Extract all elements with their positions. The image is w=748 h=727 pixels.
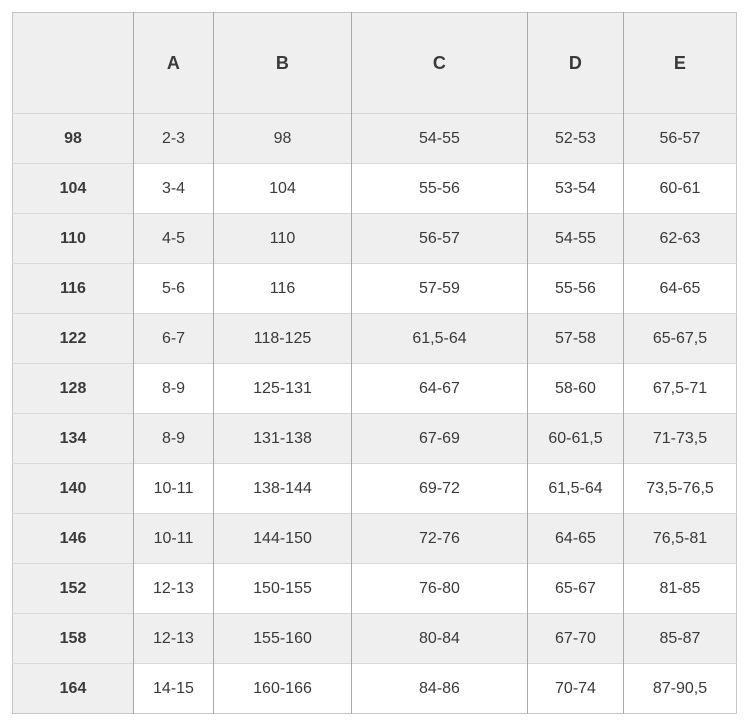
cell: 76-80 [351,563,528,614]
cell: 150-155 [213,563,352,614]
cell: 131-138 [213,413,352,464]
header-row: A B C D E [12,12,737,114]
cell: 4-5 [133,213,214,264]
cell: 54-55 [351,113,528,164]
row-label: 116 [12,263,134,314]
header-cell-d: D [527,12,624,114]
row-label: 122 [12,313,134,364]
cell: 55-56 [527,263,624,314]
cell: 3-4 [133,163,214,214]
cell: 62-63 [623,213,737,264]
cell: 2-3 [133,113,214,164]
cell: 60-61 [623,163,737,214]
cell: 87-90,5 [623,663,737,714]
cell: 64-65 [527,513,624,564]
table-row: 158 12-13 155-160 80-84 67-70 85-87 [12,613,737,664]
cell: 60-61,5 [527,413,624,464]
row-label: 104 [12,163,134,214]
row-label: 152 [12,563,134,614]
header-cell-blank [12,12,134,114]
table-row: 128 8-9 125-131 64-67 58-60 67,5-71 [12,363,737,414]
row-label: 140 [12,463,134,514]
cell: 98 [213,113,352,164]
table-row: 122 6-7 118-125 61,5-64 57-58 65-67,5 [12,313,737,364]
cell: 125-131 [213,363,352,414]
cell: 81-85 [623,563,737,614]
cell: 8-9 [133,363,214,414]
cell: 67,5-71 [623,363,737,414]
cell: 55-56 [351,163,528,214]
cell: 71-73,5 [623,413,737,464]
table-row: 104 3-4 104 55-56 53-54 60-61 [12,163,737,214]
cell: 73,5-76,5 [623,463,737,514]
table-row: 152 12-13 150-155 76-80 65-67 81-85 [12,563,737,614]
cell: 67-70 [527,613,624,664]
cell: 116 [213,263,352,314]
row-label: 98 [12,113,134,164]
cell: 144-150 [213,513,352,564]
header-cell-c: C [351,12,528,114]
cell: 64-65 [623,263,737,314]
cell: 52-53 [527,113,624,164]
cell: 12-13 [133,613,214,664]
cell: 5-6 [133,263,214,314]
cell: 104 [213,163,352,214]
table-row: 140 10-11 138-144 69-72 61,5-64 73,5-76,5 [12,463,737,514]
cell: 12-13 [133,563,214,614]
cell: 14-15 [133,663,214,714]
cell: 72-76 [351,513,528,564]
table-body: 98 2-3 98 54-55 52-53 56-57 104 3-4 104 55-56 53-5… [12,113,737,714]
size-chart: A B C D E 98 2-3 98 54-55 52-53 56-57 104 3-4 10… [12,12,737,714]
cell: 54-55 [527,213,624,264]
cell: 155-160 [213,613,352,664]
row-label: 134 [12,413,134,464]
cell: 57-59 [351,263,528,314]
cell: 10-11 [133,463,214,514]
header-cell-b: B [213,12,352,114]
table-row: 116 5-6 116 57-59 55-56 64-65 [12,263,737,314]
cell: 138-144 [213,463,352,514]
cell: 8-9 [133,413,214,464]
cell: 57-58 [527,313,624,364]
cell: 110 [213,213,352,264]
table-row: 164 14-15 160-166 84-86 70-74 87-90,5 [12,663,737,714]
cell: 118-125 [213,313,352,364]
cell: 64-67 [351,363,528,414]
cell: 65-67,5 [623,313,737,364]
cell: 6-7 [133,313,214,364]
cell: 76,5-81 [623,513,737,564]
cell: 84-86 [351,663,528,714]
table-row: 146 10-11 144-150 72-76 64-65 76,5-81 [12,513,737,564]
cell: 53-54 [527,163,624,214]
table-row: 98 2-3 98 54-55 52-53 56-57 [12,113,737,164]
cell: 85-87 [623,613,737,664]
cell: 70-74 [527,663,624,714]
cell: 67-69 [351,413,528,464]
cell: 80-84 [351,613,528,664]
cell: 10-11 [133,513,214,564]
header-cell-e: E [623,12,737,114]
cell: 160-166 [213,663,352,714]
row-label: 146 [12,513,134,564]
size-chart-table: A B C D E 98 2-3 98 54-55 52-53 56-57 104 3-4 10… [12,12,737,714]
cell: 61,5-64 [527,463,624,514]
cell: 56-57 [351,213,528,264]
cell: 56-57 [623,113,737,164]
row-label: 158 [12,613,134,664]
cell: 61,5-64 [351,313,528,364]
cell: 65-67 [527,563,624,614]
row-label: 128 [12,363,134,414]
cell: 69-72 [351,463,528,514]
row-label: 110 [12,213,134,264]
cell: 58-60 [527,363,624,414]
table-row: 110 4-5 110 56-57 54-55 62-63 [12,213,737,264]
table-row: 134 8-9 131-138 67-69 60-61,5 71-73,5 [12,413,737,464]
header-cell-a: A [133,12,214,114]
row-label: 164 [12,663,134,714]
